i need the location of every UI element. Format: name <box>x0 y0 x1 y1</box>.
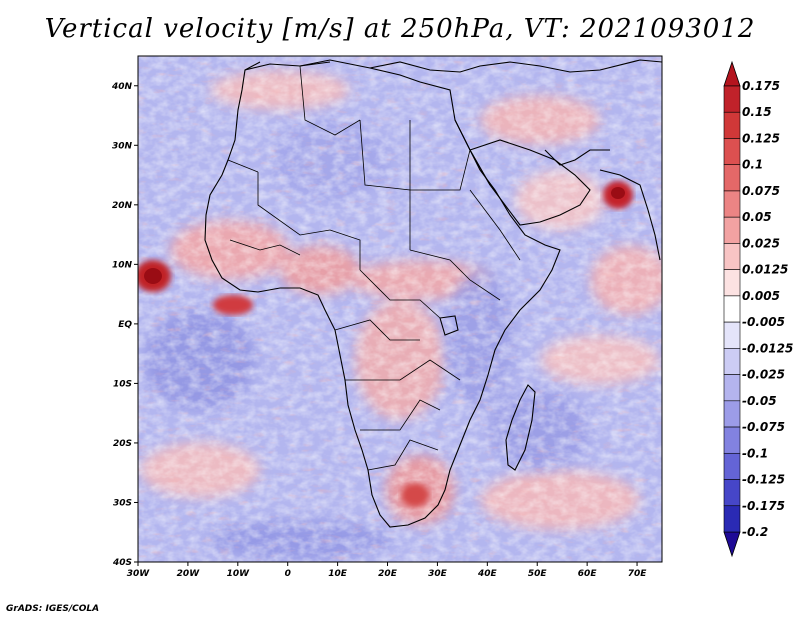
arabia <box>469 139 591 226</box>
colorbar-segment <box>723 452 741 480</box>
colorbar-segment <box>723 505 741 533</box>
lat-tick-label: 40N <box>111 82 133 92</box>
map-title: Vertical velocity [m/s] at 250hPa, VT: 2… <box>44 14 756 44</box>
colorbar-label: 0.175 <box>742 79 780 93</box>
lat-tick-label: 30N <box>112 141 133 151</box>
velocity-field <box>138 56 662 562</box>
colorbar-label: 0.15 <box>742 105 772 119</box>
colorbar-label: -0.0125 <box>742 341 793 355</box>
lake-victoria <box>439 315 459 336</box>
lon-tick-label: 30E <box>428 569 448 579</box>
colorbar-segment <box>723 190 741 218</box>
lat-tick-label: 40S <box>112 558 132 568</box>
lon-tick-label: 40E <box>477 569 498 579</box>
lat-tick-label: 20N <box>112 201 133 211</box>
colorbar-segment <box>723 164 741 192</box>
colorbar-label: -0.125 <box>742 473 785 487</box>
colorbar-segment <box>723 85 741 113</box>
latitude-axis: 40N 30N 20N 10N EQ 10S 20S 30S 40S <box>111 82 138 568</box>
lon-tick-label: 60E <box>578 569 598 579</box>
colorbar-segment <box>723 216 741 244</box>
longitude-axis: 30W 20W 10W 0 10E 20E 30E 40E 50E 60E 70E <box>127 562 647 579</box>
lon-tick-label: 20W <box>177 569 201 579</box>
colorbar-label: -0.075 <box>742 420 785 434</box>
footer-credit: GrADS: IGES/COLA <box>6 604 100 614</box>
colorbar-label: -0.2 <box>742 525 768 539</box>
colorbar-top-arrow <box>723 60 741 87</box>
colorbar: 0.175 0.15 0.125 0.1 0.075 0.05 0.025 0.0125 0.0… <box>723 60 793 558</box>
lon-tick-label: 70E <box>628 569 648 579</box>
colorbar-segment <box>723 348 741 375</box>
lat-tick-label: 30S <box>113 498 132 508</box>
colorbar-segment <box>723 426 741 454</box>
colorbar-label: 0.125 <box>742 131 780 145</box>
colorbar-segment <box>723 243 741 270</box>
colorbar-segment <box>723 479 741 507</box>
lon-tick-label: 10W <box>227 569 251 579</box>
lon-tick-label: 50E <box>528 569 548 579</box>
colorbar-bottom-arrow <box>723 531 741 558</box>
strong-updrafts <box>138 181 633 507</box>
colorbar-label: 0.005 <box>742 289 780 303</box>
colorbar-label: -0.025 <box>742 368 785 382</box>
colorbar-label: 0.075 <box>742 184 780 198</box>
colorbar-label: -0.1 <box>742 446 768 460</box>
colorbar-label: -0.005 <box>742 315 785 329</box>
colorbar-label: 0.05 <box>742 210 772 224</box>
colorbar-segment <box>723 138 741 166</box>
lon-tick-label: 30W <box>127 569 151 579</box>
europe-coast <box>244 59 662 73</box>
persian-gulf <box>544 149 610 166</box>
colorbar-segment <box>723 400 741 428</box>
colorbar-label: 0.1 <box>742 158 763 172</box>
colorbar-label: 0.0125 <box>742 263 788 277</box>
lon-tick-label: 0 <box>285 569 291 579</box>
colorbar-segment <box>723 111 741 139</box>
lat-tick-label: 20S <box>113 439 132 449</box>
lon-tick-label: 10E <box>328 569 348 579</box>
colorbar-segment <box>723 269 741 297</box>
madagascar <box>505 384 536 471</box>
plot-frame <box>137 55 663 563</box>
coastlines <box>204 59 662 528</box>
lat-tick-label: 10N <box>112 260 133 270</box>
colorbar-label: 0.025 <box>742 236 780 250</box>
lat-tick-label: 10S <box>113 379 132 389</box>
india-coast <box>599 169 661 261</box>
colorbar-segment <box>723 374 741 402</box>
colorbar-label: -0.175 <box>742 499 785 513</box>
colorbar-segment <box>723 321 741 349</box>
lon-tick-label: 20E <box>378 569 398 579</box>
colorbar-label: -0.05 <box>742 394 777 408</box>
country-borders <box>227 65 521 471</box>
colorbar-segment <box>723 295 741 323</box>
lat-tick-label: EQ <box>118 320 132 330</box>
